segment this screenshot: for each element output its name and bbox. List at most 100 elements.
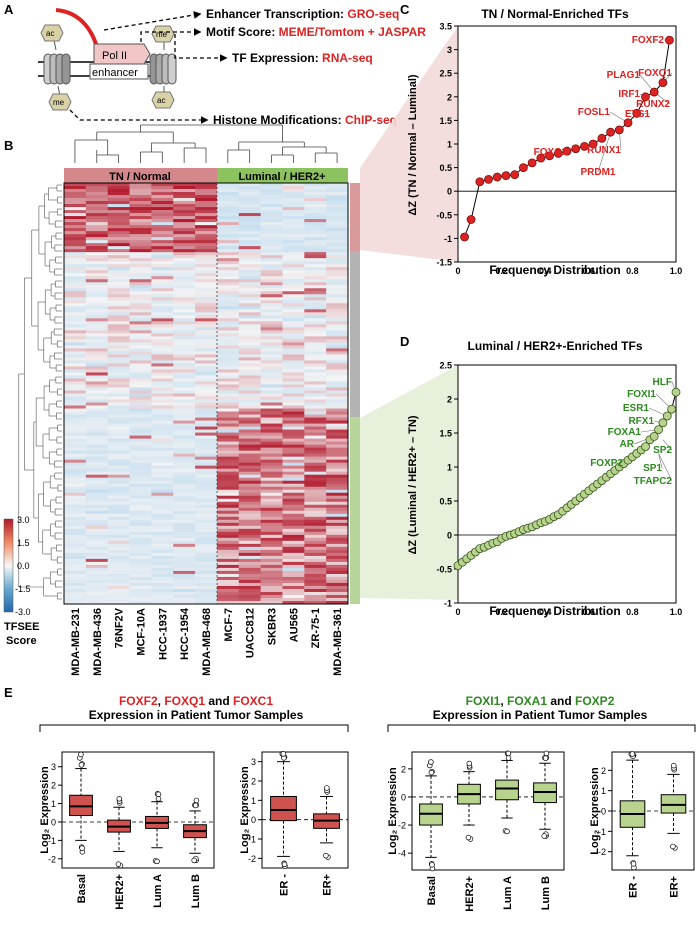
heatmap-cell	[217, 360, 239, 363]
heatmap-cell	[217, 369, 239, 372]
heatmap-cell	[239, 406, 261, 409]
heatmap-cell	[261, 189, 283, 192]
heatmap-cell	[64, 478, 86, 481]
heatmap-cell	[173, 598, 195, 601]
heatmap-cell	[130, 526, 152, 529]
heatmap-cell	[239, 330, 261, 333]
heatmap-cell	[195, 246, 217, 249]
heatmap-cell	[130, 342, 152, 345]
heatmap-cell	[282, 532, 304, 535]
heatmap-cell	[151, 213, 173, 216]
heatmap-cell	[239, 198, 261, 201]
heatmap-cell	[217, 261, 239, 264]
heatmap-cell	[64, 243, 86, 246]
heatmap-cell	[326, 354, 348, 357]
heatmap-cell	[195, 321, 217, 324]
heatmap-cell	[64, 312, 86, 315]
heatmap-cell	[217, 339, 239, 342]
heatmap-cell	[217, 541, 239, 544]
heatmap-cell	[195, 240, 217, 243]
heatmap-cell	[64, 276, 86, 279]
y-tick-label: -0.5	[436, 565, 452, 575]
heatmap-cell	[173, 384, 195, 387]
heatmap-cell	[195, 225, 217, 228]
heatmap-cell	[173, 318, 195, 321]
tf-label: RUNX1	[587, 145, 621, 156]
heatmap-cell	[239, 574, 261, 577]
heatmap-cell	[195, 354, 217, 357]
heatmap-cell	[173, 288, 195, 291]
scale-tick-2: 1.5	[17, 538, 30, 548]
heatmap-cell	[326, 234, 348, 237]
heatmap-cell	[108, 424, 130, 427]
heatmap-cell	[261, 264, 283, 267]
heatmap-cell	[173, 415, 195, 418]
heatmap-cell	[151, 406, 173, 409]
heatmap-cell	[64, 336, 86, 339]
heatmap-cell	[86, 520, 108, 523]
heatmap-cell	[108, 448, 130, 451]
heatmap-cell	[326, 381, 348, 384]
heatmap-cell	[304, 577, 326, 580]
heatmap-cell	[108, 270, 130, 273]
x-tick-label: 0.8	[626, 607, 639, 617]
heatmap-cell	[151, 207, 173, 210]
heatmap-cell	[64, 300, 86, 303]
heatmap-cell	[239, 499, 261, 502]
heatmap-cell	[130, 547, 152, 550]
heatmap-cell	[195, 243, 217, 246]
heatmap-cell	[151, 192, 173, 195]
heatmap-cell	[326, 324, 348, 327]
heatmap-cell	[195, 445, 217, 448]
heatmap-cell	[151, 541, 173, 544]
heatmap-cell	[326, 195, 348, 198]
heatmap-cell	[282, 406, 304, 409]
panel-c-plot-frame	[458, 26, 676, 262]
heatmap-cell	[304, 550, 326, 553]
side-bar-gray	[350, 251, 360, 417]
heatmap-cell	[239, 466, 261, 469]
heatmap-cell	[239, 231, 261, 234]
heatmap-cell	[86, 448, 108, 451]
heatmap-cell	[151, 327, 173, 330]
heatmap-cell	[151, 427, 173, 430]
heatmap-cell	[282, 264, 304, 267]
heatmap-cell	[151, 592, 173, 595]
heatmap-cell	[130, 333, 152, 336]
heatmap-cell	[86, 333, 108, 336]
y-tick-label: 0.5	[439, 497, 452, 507]
heatmap-cell	[64, 424, 86, 427]
heatmap-cell	[108, 384, 130, 387]
heatmap-cell	[261, 360, 283, 363]
heatmap-cell	[108, 565, 130, 568]
heatmap-cell	[108, 381, 130, 384]
heatmap-cell	[151, 291, 173, 294]
heatmap-cell	[217, 300, 239, 303]
heatmap-cell	[64, 448, 86, 451]
heatmap-cell	[304, 219, 326, 222]
heatmap-cell	[304, 183, 326, 186]
heatmap-cell	[64, 270, 86, 273]
heatmap-cell	[86, 400, 108, 403]
heatmap-cell	[151, 586, 173, 589]
heatmap-cell	[261, 234, 283, 237]
heatmap-cell	[217, 327, 239, 330]
heatmap-cell	[239, 285, 261, 288]
heatmap-cell	[282, 300, 304, 303]
heatmap-cell	[64, 279, 86, 282]
heatmap-cell	[304, 448, 326, 451]
heatmap-cell	[64, 264, 86, 267]
heatmap-cell	[217, 237, 239, 240]
heatmap-cell	[282, 505, 304, 508]
heatmap-cell	[86, 460, 108, 463]
heatmap-cell	[282, 342, 304, 345]
heatmap-cell	[130, 496, 152, 499]
heatmap-cell	[130, 225, 152, 228]
heatmap-cell	[282, 562, 304, 565]
heatmap-cell	[195, 502, 217, 505]
heatmap-cell	[326, 487, 348, 490]
heatmap-cell	[151, 589, 173, 592]
group-label-tn-normal: TN / Normal	[109, 171, 171, 183]
heatmap-cell	[261, 192, 283, 195]
